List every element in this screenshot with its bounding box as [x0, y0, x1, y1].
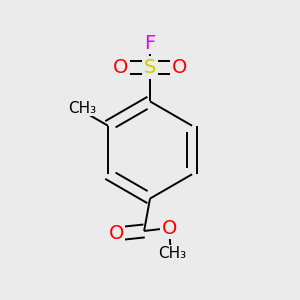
Text: CH₃: CH₃: [158, 246, 186, 261]
Text: CH₃: CH₃: [68, 101, 96, 116]
Text: F: F: [144, 34, 156, 53]
Text: O: O: [172, 58, 187, 77]
Text: O: O: [161, 218, 177, 238]
Text: O: O: [109, 224, 124, 243]
Text: S: S: [144, 58, 156, 77]
Text: O: O: [113, 58, 128, 77]
